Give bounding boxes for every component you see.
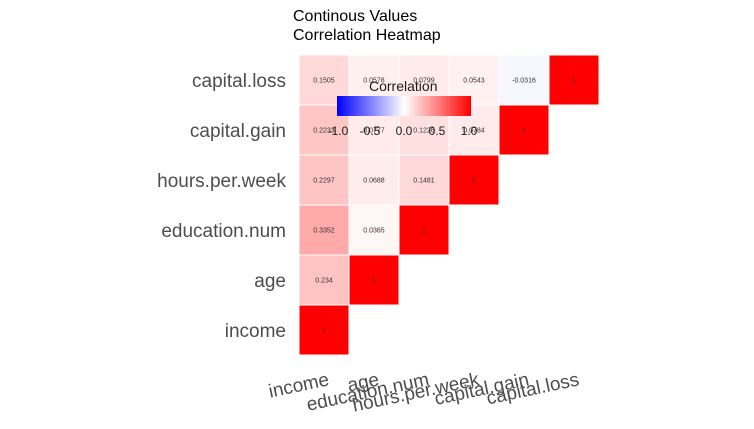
cell-value-label: -0.0316 [512, 78, 536, 85]
chart-subtitle: Correlation Heatmap [293, 27, 441, 44]
cell-value-label: 0.1226 [413, 128, 435, 135]
heatmap-cell [498, 54, 550, 106]
heatmap-cell [298, 204, 350, 256]
cell-value-label: 1 [322, 328, 326, 335]
legend-tick-label: -1.0 [327, 124, 349, 138]
heatmap-cell [398, 204, 450, 256]
y-axis-tick-label: income [225, 321, 286, 342]
cell-value-label: 1 [572, 78, 576, 85]
cell-value-label: 1 [472, 178, 476, 185]
heatmap-cell [348, 204, 400, 256]
cell-value-label: 0.2297 [313, 178, 335, 185]
cell-value-label: 0.0777 [363, 128, 385, 135]
y-axis-tick-label: capital.loss [192, 71, 286, 92]
cell-value-label: 0.0784 [463, 128, 485, 135]
heatmap-cell [348, 154, 400, 206]
y-axis-tick-label: education.num [161, 221, 286, 242]
cell-value-label: 1 [372, 278, 376, 285]
cell-value-label: 0.0799 [413, 78, 435, 85]
cell-value-label: 1 [522, 128, 526, 135]
legend-tick-label: -0.5 [359, 124, 381, 138]
y-axis-tick-label: hours.per.week [157, 171, 286, 192]
cell-value-label: 1 [422, 228, 426, 235]
cell-value-label: 0.0578 [363, 78, 385, 85]
y-axis-tick-label: capital.gain [190, 121, 286, 142]
heatmap-cell [398, 154, 450, 206]
heatmap-cell [498, 104, 550, 156]
heatmap-cell [298, 54, 350, 106]
cell-value-label: 0.0543 [463, 78, 485, 85]
legend-title: Correlation [369, 78, 438, 94]
legend-tick-label: 1.0 [460, 124, 478, 138]
cell-value-label: 0.2233 [313, 128, 335, 135]
legend-tick-label: 0.5 [428, 124, 446, 138]
y-axis-tick-label: age [254, 271, 286, 292]
chart-title-line1: Continous Values [293, 8, 418, 25]
cell-value-label: 0.0365 [363, 228, 385, 235]
heatmap-cell [448, 154, 500, 206]
heatmap-cell [548, 54, 600, 106]
cell-value-label: 0.234 [315, 278, 333, 285]
heatmap-cell [348, 254, 400, 306]
cell-value-label: 0.0688 [363, 178, 385, 185]
legend-tick-label: 0.0 [395, 124, 413, 138]
legend-color-bar [337, 96, 471, 116]
cell-value-label: 0.1481 [413, 178, 435, 185]
heatmap-cell [298, 304, 350, 356]
cell-value-label: 0.3352 [313, 228, 335, 235]
cell-value-label: 0.1505 [313, 78, 335, 85]
